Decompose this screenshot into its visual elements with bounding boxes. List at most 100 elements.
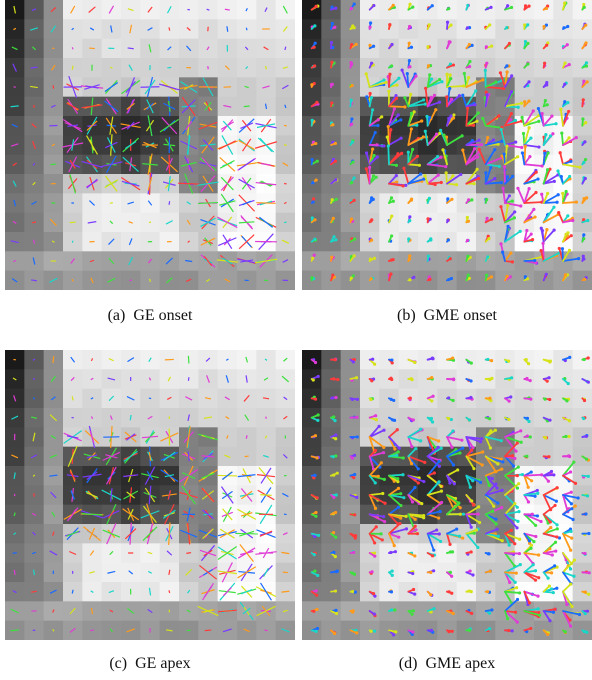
glyph-head <box>437 480 440 483</box>
glyph-head <box>569 530 572 533</box>
glyph-head <box>460 134 463 137</box>
glyph-head <box>419 439 422 442</box>
glyph-head <box>493 148 496 151</box>
glyph-head <box>481 450 484 453</box>
glyph-head <box>569 549 572 552</box>
glyph-head <box>526 23 529 26</box>
glyph-head <box>411 6 414 9</box>
glyph-head <box>524 145 527 148</box>
glyph-head <box>567 136 570 139</box>
orientation-glyph <box>72 47 73 49</box>
orientation-glyph <box>72 241 73 243</box>
glyph-head <box>335 612 338 615</box>
glyph-head <box>509 275 512 278</box>
glyph-head <box>477 177 480 180</box>
glyph-head <box>472 467 475 470</box>
glyph-head <box>468 60 471 63</box>
glyph-head <box>374 481 377 484</box>
glyph-head <box>546 633 549 636</box>
glyph-head <box>570 605 573 608</box>
glyph-head <box>459 173 462 176</box>
glyph-head <box>539 520 542 523</box>
glyph-head <box>523 100 526 103</box>
glyph-head <box>448 87 451 90</box>
glyph-head <box>446 197 449 200</box>
glyph-head <box>403 96 406 99</box>
glyph-head <box>450 575 453 578</box>
glyph-head <box>506 175 509 178</box>
glyph-head <box>438 460 441 463</box>
orientation-glyph <box>188 377 189 381</box>
glyph-head <box>528 601 531 604</box>
glyph-head <box>447 7 450 10</box>
glyph-head <box>470 612 473 615</box>
glyph-head <box>560 175 563 178</box>
glyph-head <box>471 573 474 576</box>
glyph-head <box>487 237 490 240</box>
glyph-head <box>370 196 373 199</box>
glyph-head <box>336 570 339 573</box>
glyph-head <box>405 527 408 530</box>
glyph-head <box>588 571 591 574</box>
glyph-head <box>545 273 548 276</box>
glyph-head <box>584 24 587 27</box>
glyph-head <box>489 166 492 169</box>
glyph-head <box>490 608 493 611</box>
glyph-head <box>460 439 463 442</box>
glyph-head <box>508 42 511 45</box>
glyph-head <box>350 218 353 221</box>
glyph-head <box>505 145 508 148</box>
orientation-glyph <box>227 26 228 31</box>
glyph-head <box>315 594 318 597</box>
glyph-head <box>429 571 432 574</box>
glyph-head <box>549 134 552 137</box>
glyph-head <box>470 449 473 452</box>
glyph-head <box>511 454 514 457</box>
glyph-head <box>314 361 317 364</box>
glyph-head <box>534 535 537 538</box>
glyph-head <box>527 486 530 489</box>
glyph-head <box>549 526 552 529</box>
glyph-head <box>374 507 377 510</box>
glyph-head <box>544 133 547 136</box>
glyph-head <box>556 527 559 530</box>
glyph-head <box>413 361 416 364</box>
glyph-head <box>311 257 314 260</box>
glyph-head <box>486 136 489 139</box>
glyph-head <box>470 361 473 364</box>
orientation-glyph <box>244 106 250 107</box>
glyph-head <box>543 62 546 65</box>
orientation-glyph <box>524 475 541 476</box>
glyph-head <box>352 476 355 479</box>
glyph-head <box>481 78 484 81</box>
glyph-head <box>584 612 587 615</box>
glyph-head <box>312 197 315 200</box>
glyph-head <box>497 114 500 117</box>
glyph-head <box>382 429 385 432</box>
glyph-head <box>313 218 316 221</box>
glyph-head <box>548 398 551 401</box>
glyph-head <box>408 254 411 257</box>
glyph-head <box>568 419 571 422</box>
glyph-head <box>389 551 392 554</box>
orientation-glyph <box>129 280 131 281</box>
glyph-head <box>448 590 451 593</box>
glyph-head <box>334 160 337 163</box>
glyph-head <box>391 570 394 573</box>
glyph-head <box>458 535 461 538</box>
glyph-head <box>370 379 373 382</box>
glyph-head <box>372 154 375 157</box>
glyph-head <box>536 492 539 495</box>
glyph-head <box>447 396 450 399</box>
glyph-head <box>374 414 377 417</box>
glyph-head <box>383 520 386 523</box>
glyph-head <box>553 180 556 183</box>
glyph-head <box>414 75 417 78</box>
glyph-head <box>499 71 502 74</box>
glyph-head <box>486 93 489 96</box>
glyph-head <box>530 544 533 547</box>
glyph-head <box>484 69 487 72</box>
glyph-head <box>501 187 504 190</box>
glyph-head <box>480 143 483 146</box>
glyph-head <box>394 550 397 553</box>
